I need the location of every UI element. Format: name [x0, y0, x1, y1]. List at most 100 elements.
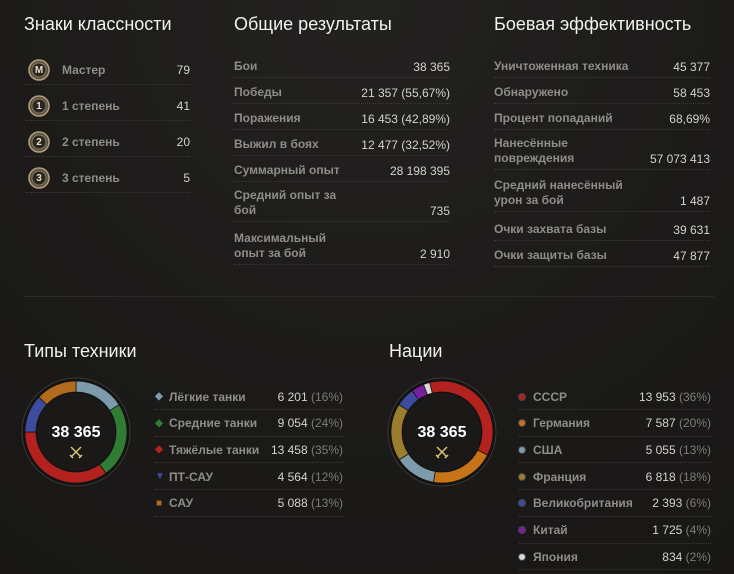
legend-count: 13 458	[270, 442, 308, 457]
legend-label: США	[533, 442, 563, 457]
combat-efficiency-title: Боевая эффективность	[494, 14, 692, 34]
heavy-tank-icon: ◆	[155, 444, 163, 456]
stat-label: Обнаружено	[494, 85, 569, 99]
stat-value: 38 365	[413, 60, 450, 74]
legend-row: ◆ Средние танки 9 054 (24%)	[155, 411, 343, 437]
legend-label: Китай	[533, 523, 568, 537]
stat-row: Средний опыт за бой 735	[234, 188, 450, 222]
nation-dot-icon	[519, 420, 525, 427]
legend-label-wrap: СССР	[519, 390, 567, 404]
legend-value: 9 054 (24%)	[278, 416, 343, 430]
badge-count: 79	[176, 63, 190, 77]
nations-total: 38 365	[417, 424, 467, 441]
legend-label-wrap: Китай	[519, 523, 568, 537]
legend-percent: (12%)	[310, 469, 343, 484]
tank-destroyer-icon: ▼	[155, 471, 165, 483]
legend-percent: (16%)	[310, 389, 343, 404]
legend-row: Франция 6 818 (18%)	[519, 464, 711, 491]
stat-row: Очки захвата базы 39 631	[494, 221, 710, 241]
stat-label: Поражения	[234, 111, 301, 125]
legend-value: 834 (2%)	[662, 550, 711, 564]
legend-row: Великобритания 2 393 (6%)	[519, 491, 711, 517]
legend-percent: (18%)	[678, 469, 711, 484]
legend-label-wrap: Япония	[519, 550, 578, 564]
badge-glyph: 3	[36, 172, 42, 184]
legend-label-wrap: ■ САУ	[155, 496, 193, 510]
legend-label: Лёгкие танки	[169, 389, 246, 404]
stat-value: 45 377	[673, 60, 710, 74]
nations-title: Нации	[389, 341, 443, 361]
stat-label: Нанесённые повреждения	[494, 136, 575, 165]
stat-label: Очки захвата базы	[494, 222, 607, 236]
second-class-badge-icon	[26, 130, 52, 154]
legend-value: 6 201 (16%)	[278, 390, 343, 404]
legend-label-wrap: США	[519, 443, 562, 457]
legend-count: 2 393	[652, 496, 683, 511]
stat-value: 21 357 (55,67%)	[361, 86, 450, 100]
legend-value: 7 587 (20%)	[646, 416, 711, 430]
legend-label: Франция	[533, 469, 587, 484]
stat-value: 47 877	[673, 249, 710, 263]
stat-value: 16 453 (42,89%)	[361, 112, 450, 126]
crossed-swords-icon	[435, 446, 449, 459]
legend-row: Япония 834 (2%)	[519, 544, 711, 571]
donut-segment	[422, 382, 433, 396]
legend-value: 5 055 (13%)	[646, 443, 711, 457]
legend-label: Тяжёлые танки	[169, 442, 260, 457]
legend-count: 4 564	[277, 469, 308, 484]
first-class-badge-icon	[26, 94, 52, 118]
legend-count: 1 725	[652, 523, 683, 537]
badge-label: 2 степень	[62, 135, 120, 149]
legend-percent: (4%)	[685, 523, 711, 537]
legend-row: ▼ ПТ-САУ 4 564 (12%)	[155, 464, 343, 491]
badge-row: 3 3 степень 5	[26, 164, 190, 193]
nation-dot-icon	[519, 553, 525, 560]
donut-hole	[403, 393, 481, 471]
badge-glyph: M	[34, 64, 44, 76]
legend-row: Китай 1 725 (4%)	[519, 518, 711, 544]
legend-count: 9 054	[277, 416, 308, 431]
legend-label: Япония	[533, 549, 578, 564]
stat-value: 12 477 (32,52%)	[361, 138, 450, 152]
legend-row: СССР 13 953 (36%)	[519, 384, 711, 410]
medium-tank-icon: ◆	[155, 417, 163, 429]
stat-value: 57 073 413	[649, 152, 710, 166]
legend-count: 13 953	[638, 389, 676, 404]
badge-row: 1 1 степень 41	[26, 92, 190, 121]
nation-dot-icon	[519, 527, 525, 533]
badge-count: 20	[176, 135, 190, 149]
stat-label: Уничтоженная техника	[494, 59, 629, 73]
legend-label: Германия	[533, 416, 591, 431]
badge-label: 1 степень	[62, 99, 120, 113]
legend-percent: (6%)	[685, 496, 711, 511]
legend-count: 5 055	[645, 442, 676, 457]
legend-row: ◆ Лёгкие танки 6 201 (16%)	[155, 384, 343, 410]
nation-dot-icon	[519, 446, 525, 453]
legend-value: 6 818 (18%)	[646, 470, 711, 484]
stat-label: Суммарный опыт	[234, 163, 340, 177]
mastery-badge-icon	[26, 58, 52, 82]
donut-hole	[37, 393, 115, 471]
stat-row: Победы 21 357 (55,67%)	[234, 84, 450, 104]
legend-label: ПТ-САУ	[169, 469, 213, 484]
legend-label-wrap: Франция	[519, 470, 586, 484]
legend-percent: (13%)	[310, 496, 343, 511]
badge-row: M Мастер 79	[26, 56, 190, 85]
badge-count: 5	[183, 171, 190, 185]
light-tank-icon: ◆	[155, 391, 163, 402]
legend-percent: (13%)	[678, 442, 711, 457]
nation-dot-icon	[519, 473, 525, 480]
legend-percent: (2%)	[685, 549, 711, 564]
legend-value: 2 393 (6%)	[652, 496, 711, 510]
legend-percent: (35%)	[310, 442, 343, 457]
legend-count: 7 587	[645, 416, 676, 431]
stat-row: Бои 38 365	[234, 58, 450, 78]
legend-value: 13 953 (36%)	[639, 390, 711, 404]
vehicle-types-donut-chart	[21, 377, 131, 487]
legend-label-wrap: ◆ Средние танки	[155, 416, 257, 430]
stat-label: Процент попаданий	[494, 111, 613, 125]
stat-label: Средний опыт за бой	[234, 188, 337, 217]
badge-glyph: 1	[36, 100, 42, 112]
legend-value: 4 564 (12%)	[278, 470, 343, 484]
crossed-swords-icon	[69, 446, 83, 459]
